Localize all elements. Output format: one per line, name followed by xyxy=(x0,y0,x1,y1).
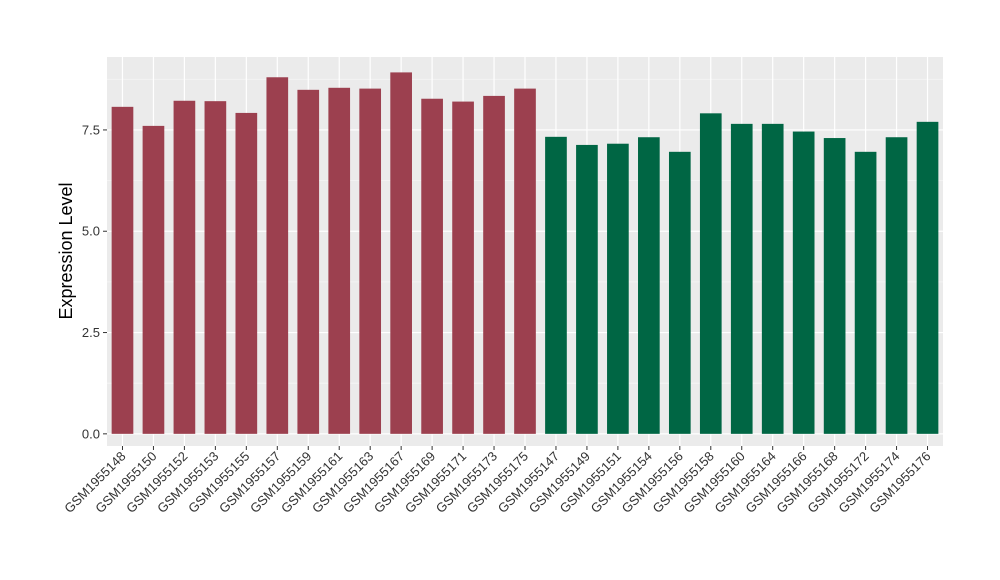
bar xyxy=(483,95,505,434)
bar xyxy=(916,121,939,434)
bar xyxy=(854,151,877,434)
bar xyxy=(204,101,227,434)
bar xyxy=(607,143,629,434)
bar xyxy=(576,144,598,434)
y-tick-label: 5.0 xyxy=(82,224,100,239)
bar xyxy=(452,101,474,434)
bar xyxy=(359,88,382,434)
bar xyxy=(297,89,320,434)
bar xyxy=(514,88,536,434)
bar xyxy=(545,136,567,434)
y-axis-title: Expression Level xyxy=(56,182,76,319)
bar xyxy=(699,113,722,434)
bar xyxy=(421,98,443,434)
bar xyxy=(668,151,691,434)
bar xyxy=(142,125,165,434)
bar xyxy=(792,131,815,434)
bar xyxy=(761,123,784,434)
y-tick-label: 7.5 xyxy=(82,122,100,137)
y-tick-label: 2.5 xyxy=(82,325,100,340)
bar xyxy=(111,106,134,434)
bar xyxy=(885,137,908,434)
bar xyxy=(328,87,351,434)
bar xyxy=(266,77,289,434)
bar xyxy=(730,123,753,434)
bar xyxy=(235,112,258,434)
bar xyxy=(390,72,412,434)
bar xyxy=(823,138,846,434)
bar xyxy=(173,100,196,434)
x-axis: GSM1955148GSM1955150GSM1955152GSM1955153… xyxy=(61,446,934,516)
y-axis: 0.0 2.5 5.0 7.5 xyxy=(82,122,107,441)
y-tick-label: 0.0 xyxy=(82,426,100,441)
bar xyxy=(638,137,660,434)
bars xyxy=(111,72,939,434)
